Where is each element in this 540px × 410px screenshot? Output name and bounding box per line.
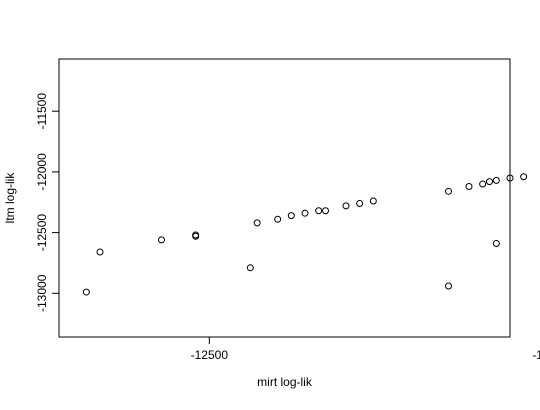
x-axis-label: mirt log-lik [257, 375, 313, 389]
y-tick-label: -12000 [35, 153, 49, 191]
data-point [465, 182, 473, 190]
data-point [479, 180, 487, 188]
y-tick-label: -12500 [35, 214, 49, 252]
data-point [369, 197, 377, 205]
data-point [342, 202, 350, 210]
data-point [356, 199, 364, 207]
data-point [246, 264, 254, 272]
data-point [315, 207, 323, 215]
y-axis: -13000 -12500 -12000 -11500 [35, 93, 59, 312]
plot-frame [58, 58, 511, 338]
data-point [492, 176, 500, 184]
data-point [445, 282, 452, 290]
x-tick-label: -12000 [532, 348, 540, 362]
y-axis-label: ltm log-lik [3, 172, 17, 224]
data-point [82, 288, 90, 296]
data-point [486, 178, 493, 186]
data-point [253, 219, 261, 227]
data-point [322, 207, 329, 215]
data-point [492, 240, 500, 248]
x-axis: -12500-12000-11500 [191, 337, 540, 362]
data-point [520, 173, 528, 181]
y-tick-label: -11500 [35, 93, 49, 130]
data-point [287, 212, 295, 220]
data-point [192, 231, 200, 239]
data-point [158, 236, 165, 244]
data-point [274, 215, 282, 223]
x-tick-label: -12500 [191, 348, 229, 362]
data-point [506, 174, 514, 182]
data-points [82, 173, 528, 296]
data-point [96, 248, 104, 256]
y-tick-label: -13000 [35, 274, 49, 312]
data-point [445, 187, 452, 195]
data-point [301, 209, 309, 217]
